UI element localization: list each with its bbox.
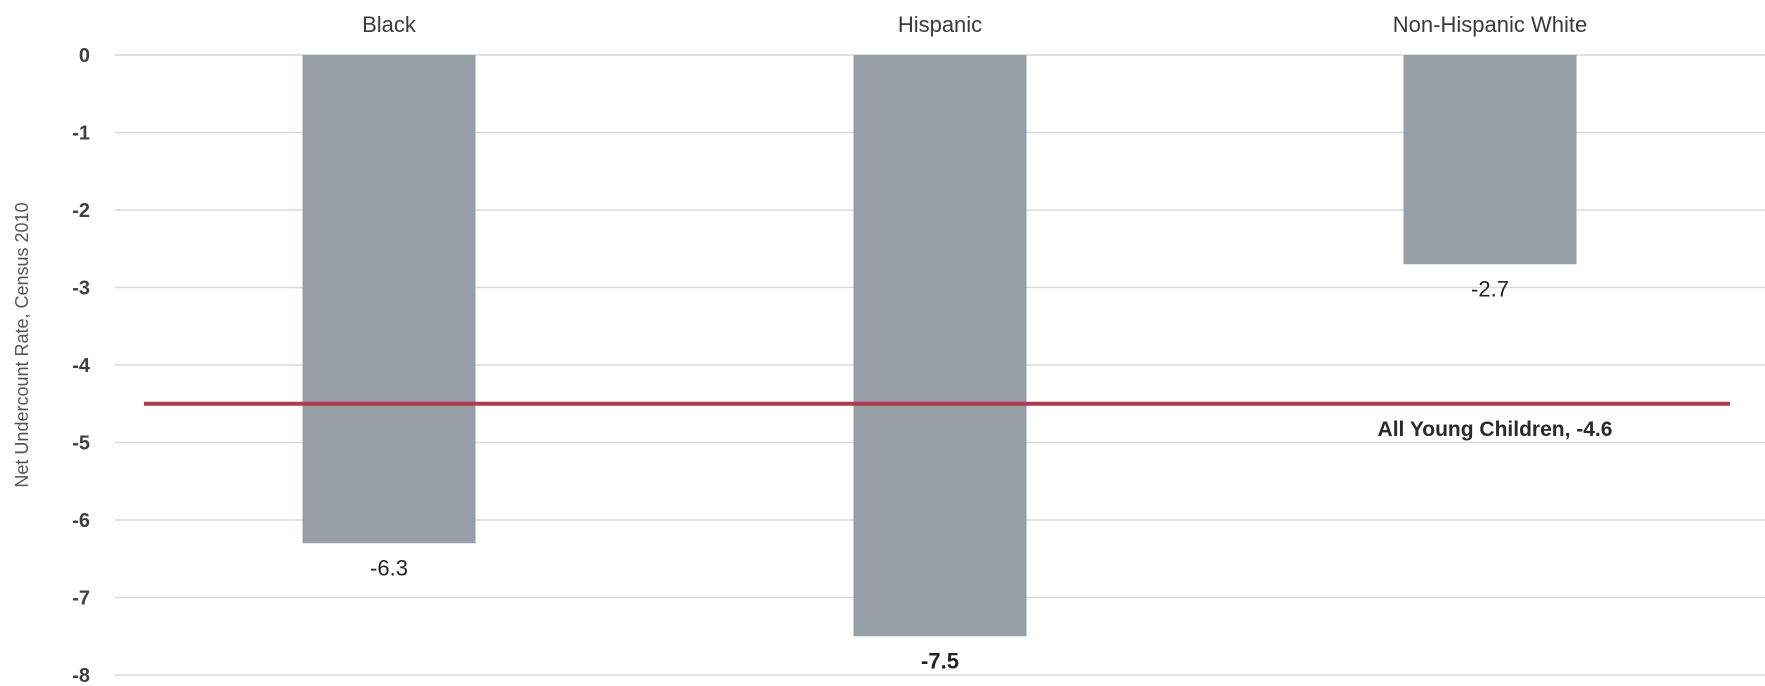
y-tick-label: -6 [72,510,90,532]
y-tick-label: -3 [72,278,90,300]
reference-line-label: All Young Children, -4.6 [1378,418,1613,441]
y-tick-label: -8 [72,665,90,686]
category-label: Black [362,12,417,37]
y-tick-label: 0 [79,45,90,67]
data-label: -2.7 [1471,276,1509,301]
y-tick-label: -5 [72,433,90,455]
data-labels: -6.3 -7.5 -2.7 [370,276,1509,673]
data-label: -6.3 [370,555,408,580]
y-axis-ticks: 0 -1 -2 -3 -4 -5 -6 -7 -8 [72,45,91,686]
category-label: Hispanic [898,12,982,37]
bar-non-hispanic-white [1403,55,1577,265]
y-axis-title: Net Undercount Rate, Census 2010 [12,202,32,487]
y-tick-label: -7 [72,588,90,610]
category-labels: Black Hispanic Non-Hispanic White [362,12,1587,37]
y-tick-label: -4 [72,355,91,377]
y-tick-label: -2 [72,200,90,222]
reference-line-group: All Young Children, -4.6 [144,401,1730,441]
bar-hispanic [853,55,1027,637]
y-tick-label: -1 [72,123,90,145]
bars [302,55,1577,637]
category-label: Non-Hispanic White [1393,12,1587,37]
data-label: -7.5 [921,648,959,673]
bar-black [302,55,476,544]
